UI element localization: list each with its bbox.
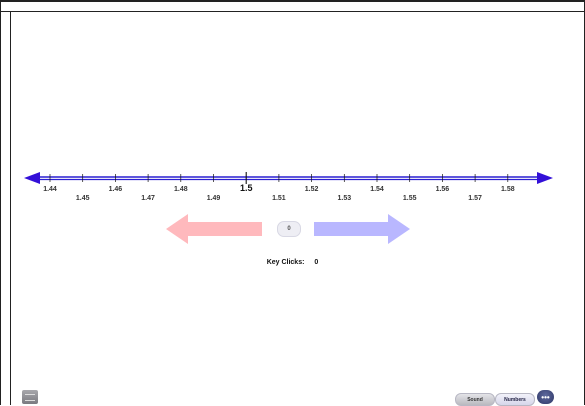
tick-label: 1.54 <box>370 186 384 193</box>
tick-label: 1.56 <box>436 186 450 193</box>
more-options-button[interactable]: ••• <box>537 390 554 404</box>
sound-button-label: Sound <box>467 396 483 403</box>
tick-label: 1.46 <box>109 186 123 193</box>
tick-label: 1.58 <box>501 186 515 193</box>
more-icon: ••• <box>541 392 550 402</box>
tick-label: 1.49 <box>207 195 221 202</box>
tick-label: 1.57 <box>468 195 482 202</box>
top-divider <box>0 11 585 12</box>
tick-label: 1.53 <box>337 195 351 202</box>
tick-label: 1.51 <box>272 195 286 202</box>
move-right-arrow-button[interactable] <box>314 214 410 244</box>
key-clicks-label: Key Clicks: <box>266 259 305 266</box>
tick-label: 1.47 <box>141 195 155 202</box>
number-line[interactable]: 1.44 1.45 1.46 1.47 1.48 1.49 1.5 1.51 1.52 1.53 1… <box>0 165 585 205</box>
tick-label: 1.44 <box>43 186 57 193</box>
left-divider <box>10 12 11 405</box>
numbers-button-label: Numbers <box>504 396 526 403</box>
center-value-button[interactable]: 0 <box>277 221 301 237</box>
numbers-button[interactable]: Numbers <box>495 393 535 406</box>
bottom-toolbar: Sound Numbers ••• <box>0 388 585 406</box>
key-clicks-counter: Key Clicks: 0 <box>0 259 585 266</box>
tick-label: 1.5 <box>240 183 253 193</box>
left-arrowhead-icon <box>24 172 40 184</box>
tick-label: 1.45 <box>76 195 90 202</box>
keyboard-icon[interactable] <box>22 390 38 404</box>
sound-button[interactable]: Sound <box>455 393 495 406</box>
center-value-label: 0 <box>287 226 291 232</box>
key-clicks-value: 0 <box>314 259 319 266</box>
move-left-arrow-button[interactable] <box>166 214 262 244</box>
tick-label: 1.52 <box>305 186 319 193</box>
tick-label: 1.48 <box>174 186 188 193</box>
right-arrowhead-icon <box>537 172 553 184</box>
tick-label: 1.55 <box>403 195 417 202</box>
